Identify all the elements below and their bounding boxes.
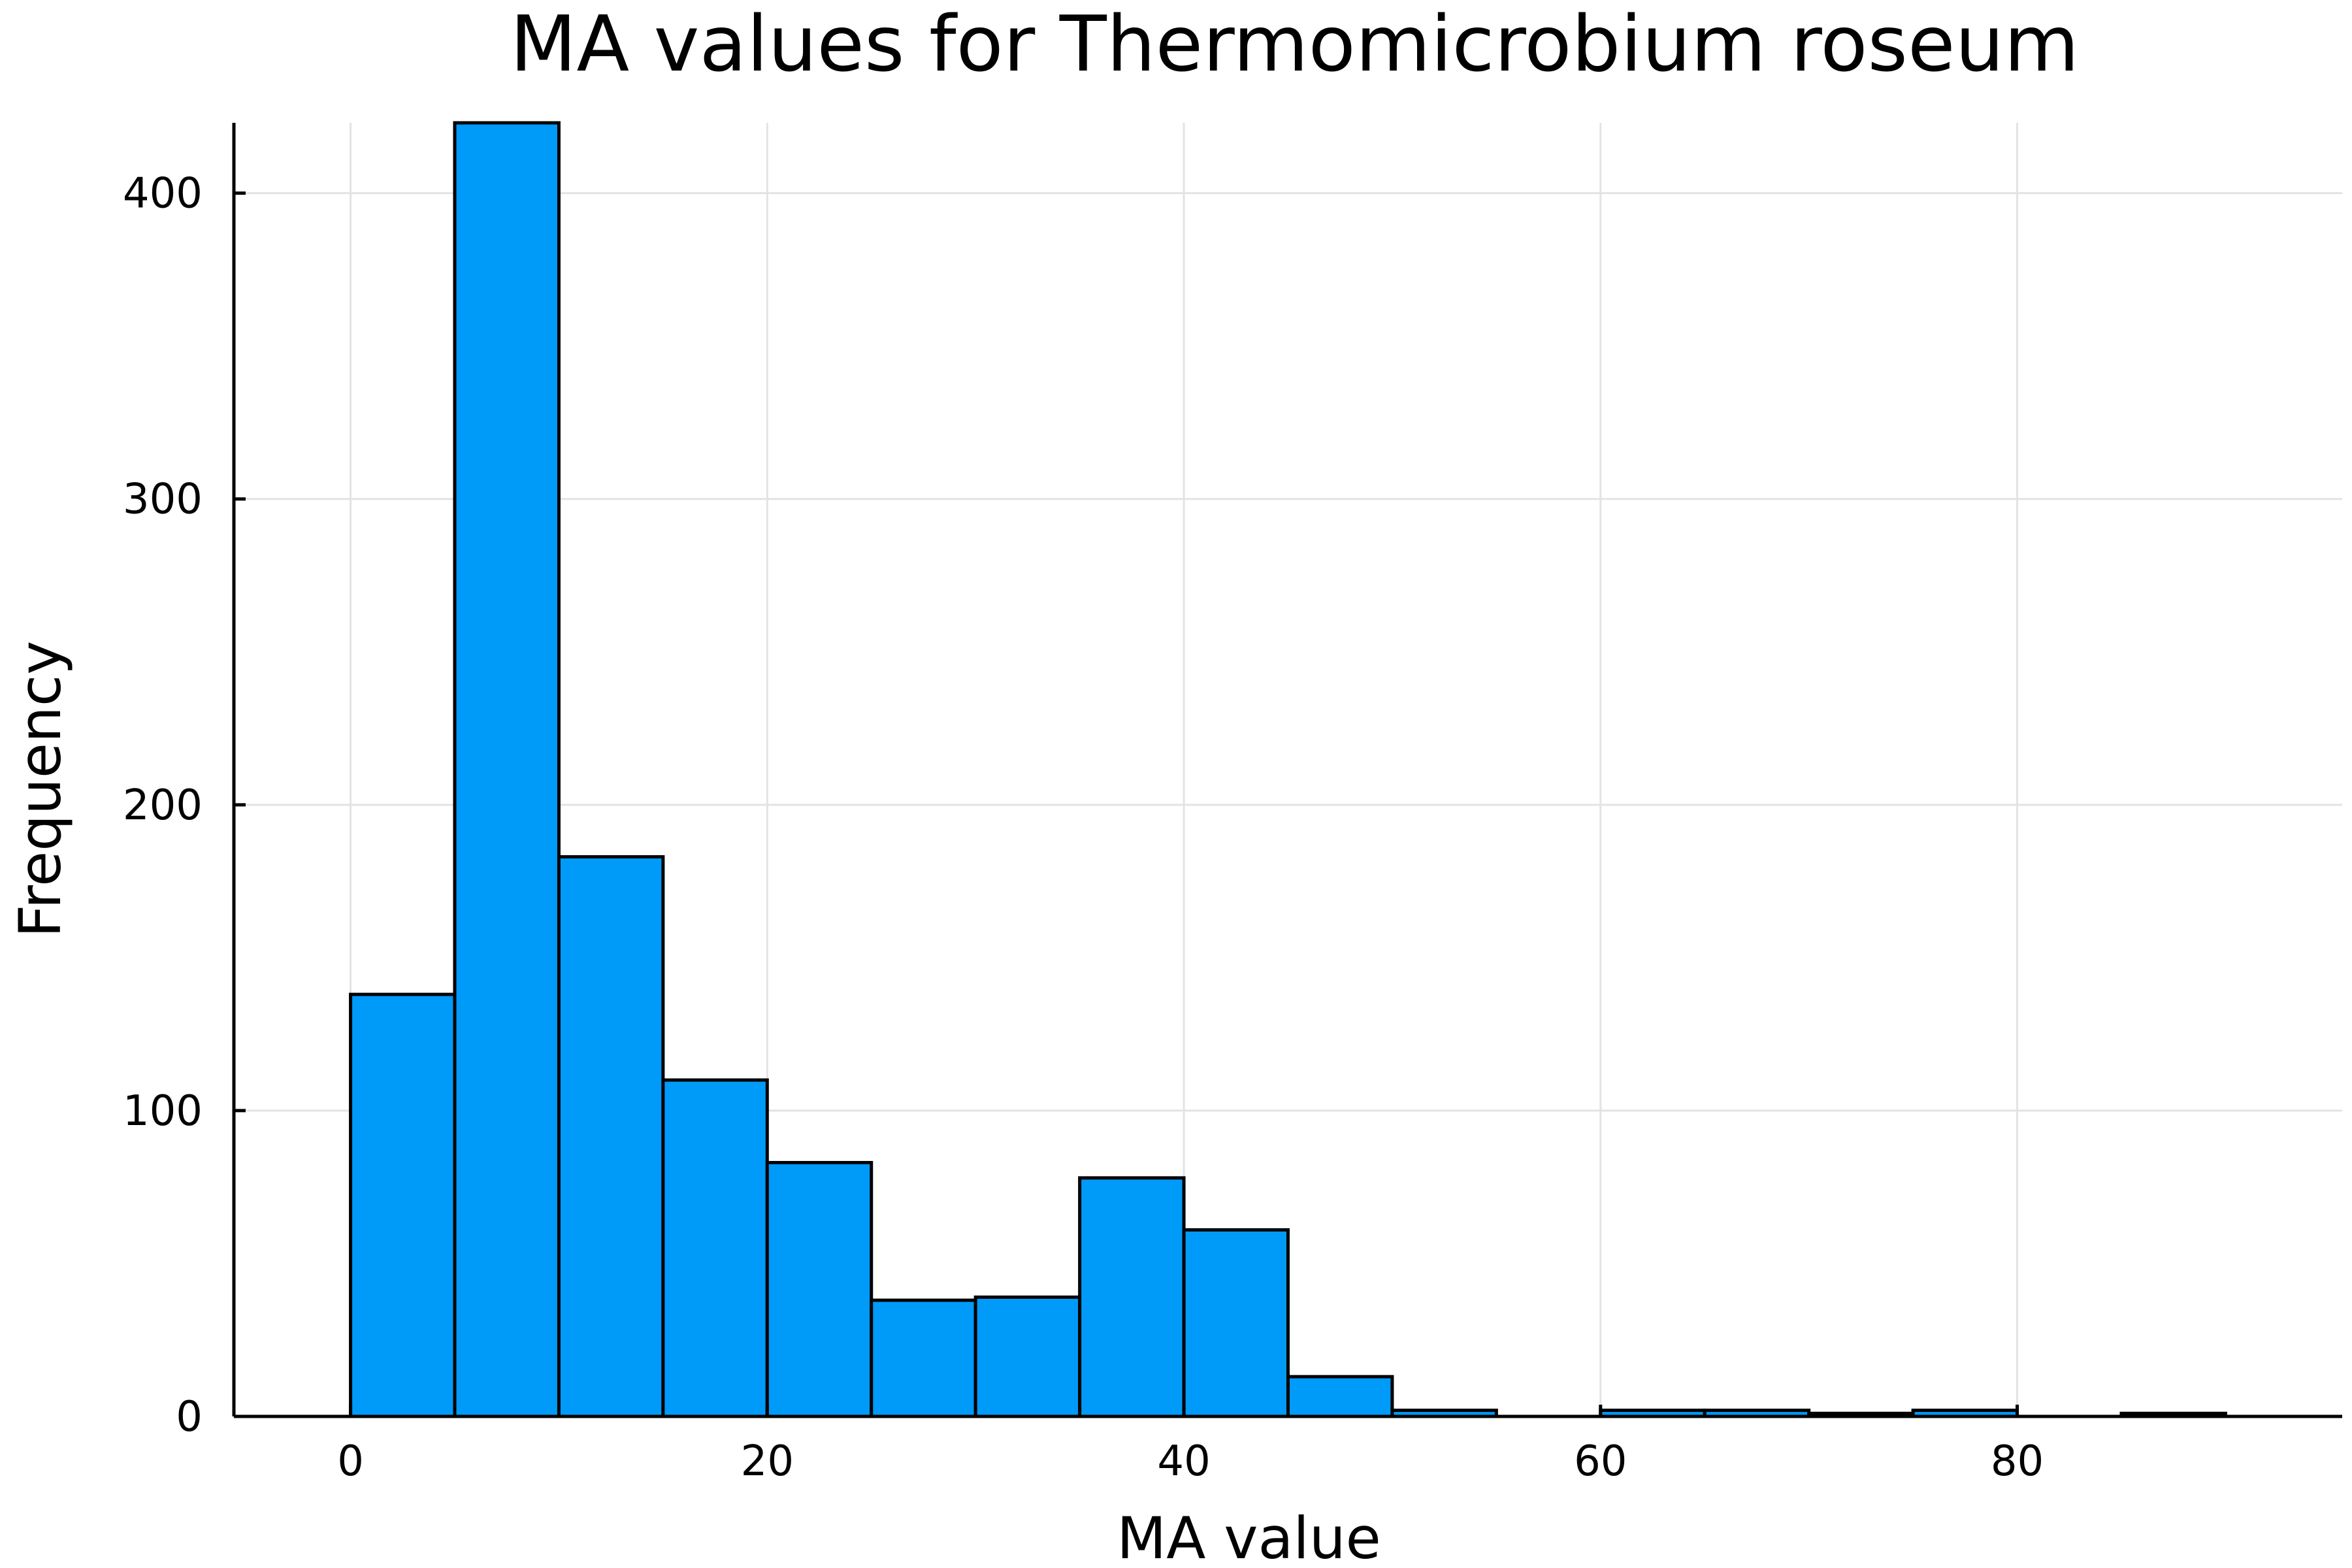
chart-title: MA values for Thermomicrobium roseum: [510, 0, 2080, 89]
histogram-bar: [349, 992, 457, 1418]
x-tick-label: 0: [337, 1437, 364, 1486]
axes: [232, 123, 2342, 1418]
histogram-bar: [661, 1078, 769, 1418]
y-tick-label: 100: [123, 1087, 203, 1135]
x-axis-label: MA value: [1117, 1505, 1380, 1568]
histogram-bar: [557, 855, 665, 1418]
histogram-bar: [870, 1298, 977, 1418]
histogram-bars: [349, 121, 2227, 1418]
x-tick-label: 80: [1991, 1437, 2044, 1486]
y-axis-label: Frequency: [7, 641, 74, 938]
x-tick-label: 60: [1574, 1437, 1627, 1486]
x-tick-label: 20: [741, 1437, 794, 1486]
y-tick-label: 300: [123, 476, 203, 524]
y-tick-label: 400: [123, 170, 203, 218]
histogram-bar: [765, 1160, 874, 1418]
histogram-bar: [453, 121, 561, 1418]
x-tick-label: 40: [1157, 1437, 1210, 1486]
histogram-bar: [1286, 1375, 1394, 1418]
y-tick-label: 0: [176, 1393, 203, 1441]
tick-marks: 0 20 40 60 80 0 100 200 300 400: [123, 170, 2044, 1486]
histogram-bar: [973, 1295, 1082, 1418]
y-tick-label: 200: [123, 781, 203, 830]
histogram-bar: [1182, 1228, 1290, 1418]
histogram-bar: [1078, 1176, 1186, 1418]
